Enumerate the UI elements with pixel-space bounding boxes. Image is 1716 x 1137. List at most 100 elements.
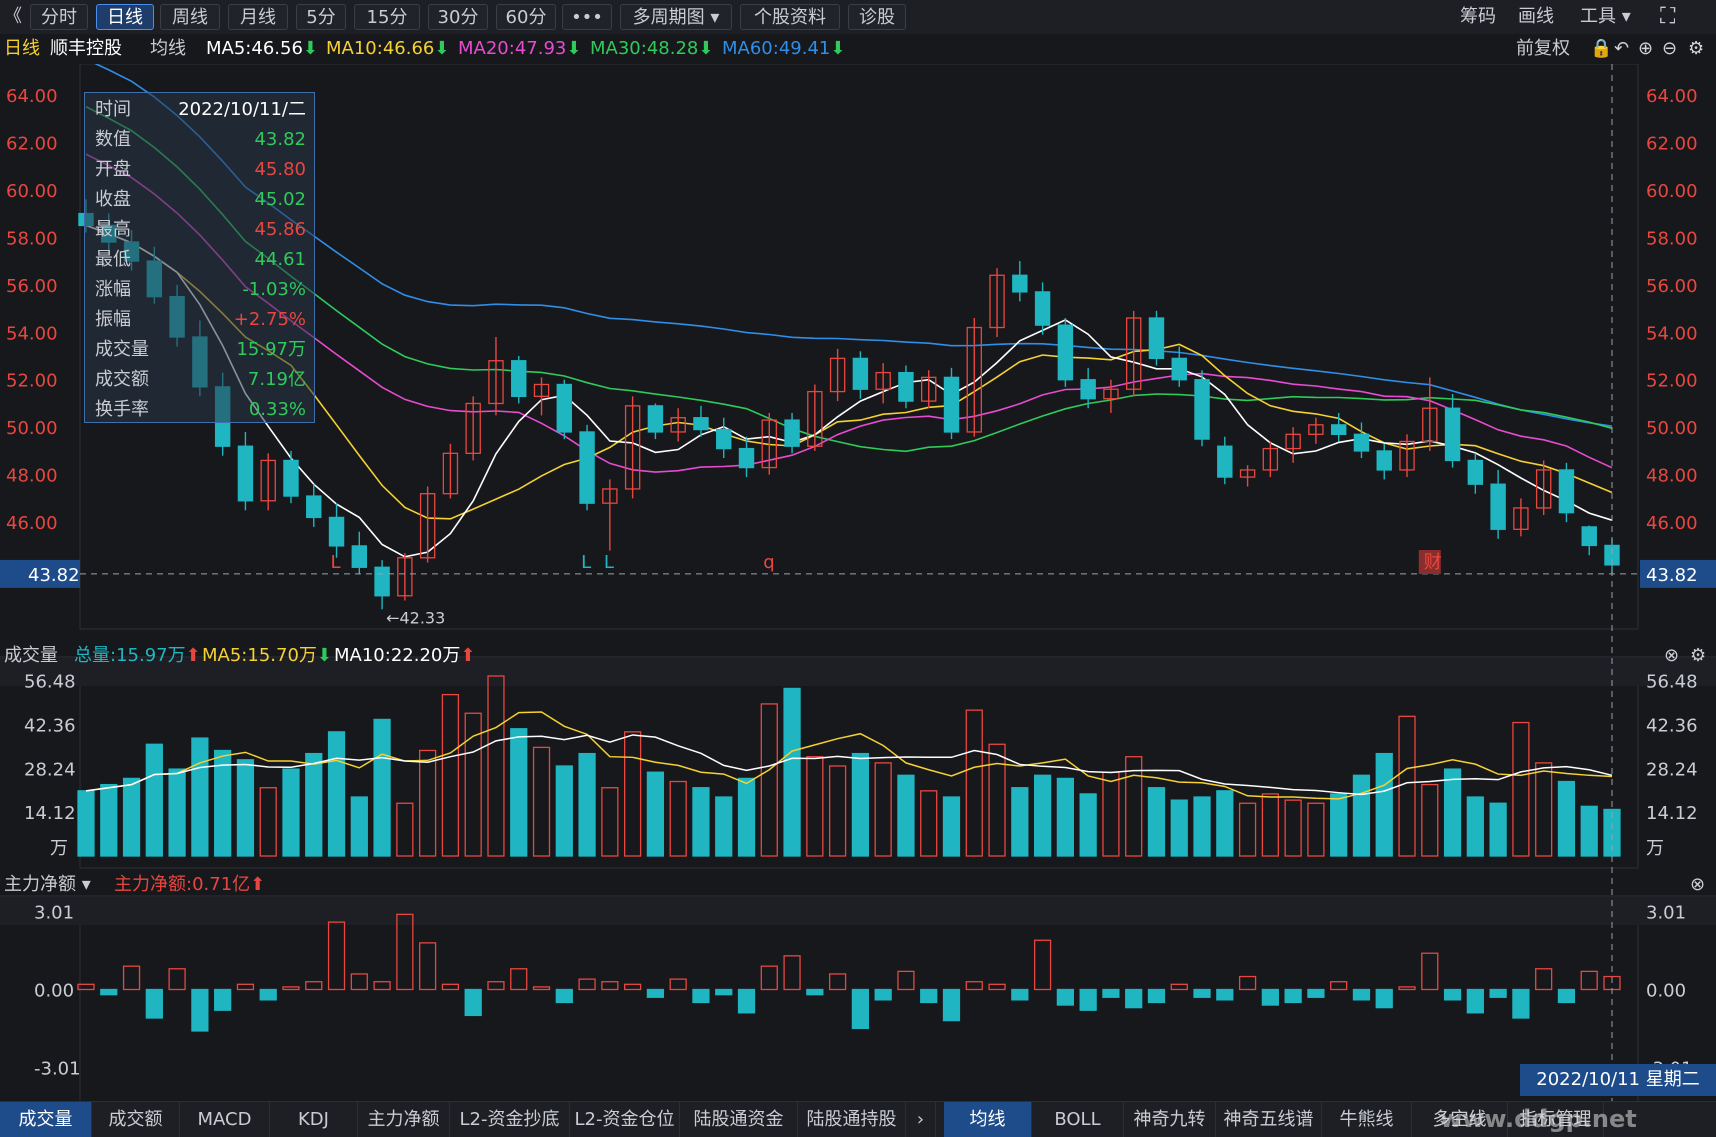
period-tab-3[interactable]: 月线 (228, 4, 288, 30)
period-tab-5[interactable]: 15分 (354, 4, 420, 30)
period-label: 日线 (4, 38, 40, 59)
signal-marker: 财 (1424, 552, 1442, 573)
overlay-tab-4[interactable]: 牛熊线 (1322, 1102, 1412, 1137)
volume-bar (1261, 793, 1279, 857)
overlay-tab-3[interactable]: 神奇五线谱 (1216, 1102, 1322, 1137)
volume-tick-left: 14.12 (24, 803, 76, 824)
price-tick-left: 50.00 (6, 418, 58, 439)
chart-canvas[interactable]: ←42.33 64.00 64.00 62.00 62.00 60.00 60.00 58.… (0, 64, 1716, 1101)
volume-bar (441, 693, 460, 857)
price-tick-left: 56.00 (6, 276, 58, 297)
volume-bar (1398, 715, 1416, 857)
indicator-tab-3[interactable]: KDJ (270, 1102, 358, 1137)
flow-bar (1147, 988, 1166, 1004)
volume-bar (874, 762, 892, 857)
fullscreen-icon[interactable]: ⛶ (1660, 4, 1676, 29)
multi-period-dropdown[interactable]: 多周期图 ▾ (620, 4, 732, 30)
tooltip-row: 成交额 7.19亿 (85, 365, 314, 395)
candle-body (784, 419, 800, 447)
volume-bar (168, 768, 186, 857)
tools-label: 工具 (1580, 6, 1616, 27)
indicator-tab-6[interactable]: L2-资金仓位 (570, 1102, 680, 1137)
settings-icon[interactable]: ⚙ (1688, 38, 1705, 59)
volume-bar (1580, 805, 1598, 857)
candle-body (1513, 507, 1529, 530)
main-flow-bars (77, 913, 1621, 1032)
volume-panel-title[interactable]: 成交量 (4, 645, 58, 666)
indicator-tab-7[interactable]: 陆股通资金 (680, 1102, 798, 1137)
period-tab-0[interactable]: 分时 (30, 4, 88, 30)
volume-bar (122, 777, 141, 857)
period-tab-4[interactable]: 5分 (296, 4, 346, 30)
indicator-tab-2[interactable]: MACD (180, 1102, 270, 1137)
candle-body (852, 357, 869, 390)
flow-bar (441, 983, 460, 991)
flow-bar (1102, 988, 1120, 998)
price-tick-right: 56.00 (1646, 276, 1698, 297)
diagnose-button[interactable]: 诊股 (848, 4, 906, 30)
stock-name: 顺丰控股 (50, 38, 122, 59)
volume-bar (327, 731, 346, 857)
close-icon[interactable]: ⊗ (1690, 874, 1706, 895)
flow-bar (783, 955, 801, 991)
close-icon[interactable]: ⊗ (1664, 645, 1680, 666)
overlay-tab-2[interactable]: 神奇九转 (1124, 1102, 1216, 1137)
ma30-value: MA30:48.28⬇ (590, 38, 714, 59)
settings-icon[interactable]: ⚙ (1690, 645, 1707, 666)
indicator-tab-0[interactable]: 成交量 (0, 1102, 92, 1137)
tools-menu[interactable]: 工具 ▾ (1580, 4, 1631, 30)
volume-bar (942, 796, 961, 857)
draw-button[interactable]: 画线 (1518, 6, 1554, 27)
candle-body (624, 405, 641, 490)
overlay-tab-5[interactable]: 多空线 (1412, 1102, 1508, 1137)
flow-bar (669, 978, 687, 991)
flow-bar (100, 988, 118, 996)
current-price-box-right (1640, 559, 1716, 588)
flow-panel-title[interactable]: 主力净额 ▾ (4, 874, 91, 895)
volume-bar (145, 743, 163, 857)
flow-bar (874, 988, 892, 1001)
indicator-tab-1[interactable]: 成交额 (92, 1102, 180, 1137)
volume-ma10: MA10:22.20万⬆ (334, 645, 476, 666)
overlay-tab-0[interactable]: 均线 (944, 1102, 1032, 1137)
flow-bar (1398, 986, 1416, 991)
lock-icon[interactable]: 🔒 (1590, 38, 1613, 59)
volume-bar (646, 771, 665, 857)
stock-profile-button[interactable]: 个股资料 (740, 4, 840, 30)
undo-icon[interactable]: ↶ (1614, 38, 1630, 59)
ma-label[interactable]: 均线 (150, 38, 186, 59)
flow-bar (487, 981, 505, 991)
tooltip-row: 最高 45.86 (85, 215, 314, 245)
volume-bar (1330, 793, 1348, 857)
flow-bar (191, 988, 209, 1032)
period-tab-7[interactable]: 60分 (496, 4, 556, 30)
period-tab-6[interactable]: 30分 (428, 4, 488, 30)
overlay-tab-1[interactable]: BOLL (1032, 1102, 1124, 1137)
period-tab-2[interactable]: 周线 (160, 4, 220, 30)
flow-header-bg (0, 897, 1716, 925)
chevron-down-icon: ▾ (81, 874, 91, 895)
period-tab-1[interactable]: 日线 (96, 4, 154, 30)
overlay-tab-6[interactable]: 指标管理 (1508, 1102, 1604, 1137)
adjust-mode[interactable]: 前复权 (1516, 38, 1570, 59)
zoom-out-icon[interactable]: ⊖ (1662, 38, 1678, 59)
finance-marker-bg (1418, 550, 1441, 574)
indicator-tab-4[interactable]: 主力净额 (358, 1102, 450, 1137)
flow-bar (965, 981, 983, 991)
flow-bar (1033, 939, 1052, 991)
candle-body (397, 557, 413, 597)
flow-bar (897, 970, 915, 991)
back-button[interactable]: 《 (4, 6, 22, 27)
volume-bar (214, 749, 232, 857)
indicator-tab-8[interactable]: 陆股通持股 (798, 1102, 906, 1137)
flow-bar (1466, 988, 1484, 1014)
chevron-right-icon[interactable]: › (906, 1102, 936, 1137)
zoom-in-icon[interactable]: ⊕ (1638, 38, 1654, 59)
indicator-tab-5[interactable]: L2-资金抄底 (450, 1102, 570, 1137)
volume-bar (1079, 793, 1097, 857)
flow-bar (601, 981, 619, 991)
more-periods-button[interactable]: ••• (562, 4, 612, 30)
tooltip-value: +2.75% (233, 309, 306, 330)
chips-button[interactable]: 筹码 (1460, 6, 1496, 27)
